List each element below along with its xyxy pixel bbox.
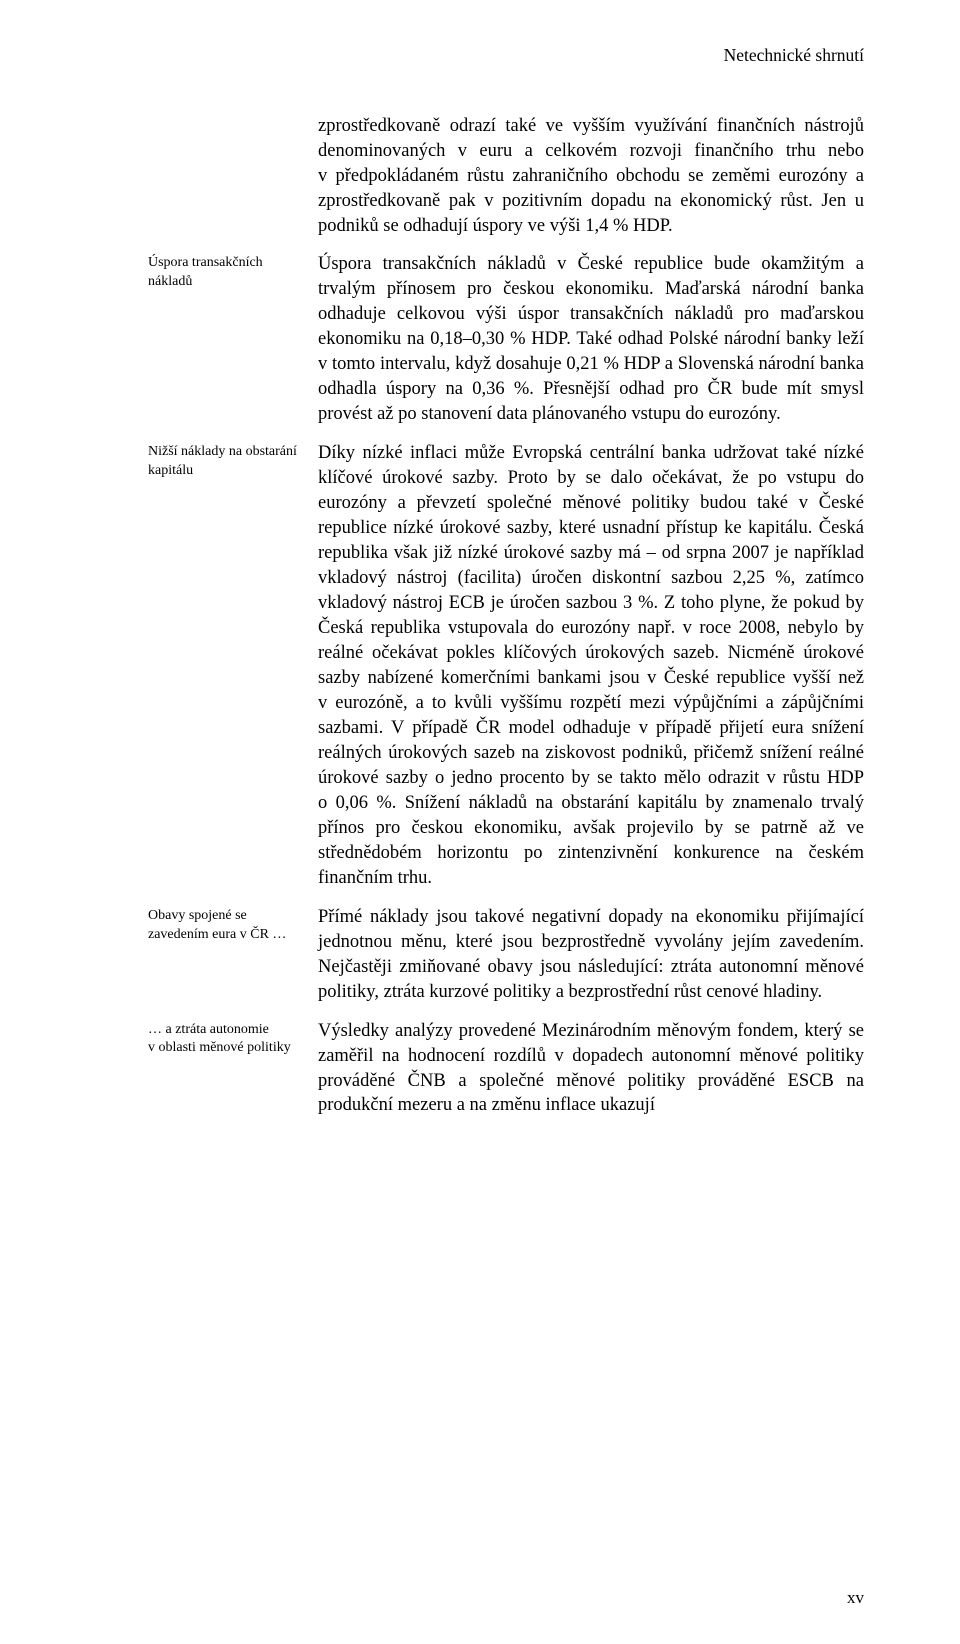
running-header: Netechnické shrnutí (148, 44, 864, 68)
margin-note-transaction-savings: Úspora transakčních nákladů (148, 252, 318, 427)
body-paragraph-1: Úspora transakčních nákladů v České repu… (318, 252, 864, 427)
section-transaction-savings: Úspora transakčních nákladů Úspora trans… (148, 252, 864, 427)
body-paragraph-2: Díky nízké inflaci může Evropská centrál… (318, 441, 864, 890)
section-capital-costs: Nižší náklady na obstarání kapitálu Díky… (148, 441, 864, 890)
section-euro-concerns: Obavy spojené se zavedením eura v ČR … P… (148, 905, 864, 1005)
margin-note-euro-concerns: Obavy spojené se zavedením eura v ČR … (148, 905, 318, 1005)
margin-note-capital-costs: Nižší náklady na obstarání kapitálu (148, 441, 318, 890)
body-paragraph-4: Výsledky analýzy provedené Mezinárodním … (318, 1019, 864, 1119)
body-paragraph-3: Přímé náklady jsou takové negativní dopa… (318, 905, 864, 1005)
body-paragraph-0: zprostředkovaně odrazí také ve vyšším vy… (318, 114, 864, 239)
page-number: xv (847, 1587, 864, 1610)
margin-note-autonomy-loss: … a ztráta autonomie v oblasti měnové po… (148, 1019, 318, 1119)
section-intro: zprostředkovaně odrazí také ve vyšším vy… (148, 114, 864, 239)
section-autonomy-loss: … a ztráta autonomie v oblasti měnové po… (148, 1019, 864, 1119)
margin-note-empty (148, 114, 318, 239)
